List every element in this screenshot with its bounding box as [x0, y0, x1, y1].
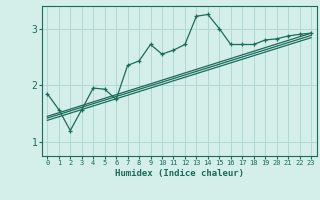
X-axis label: Humidex (Indice chaleur): Humidex (Indice chaleur): [115, 169, 244, 178]
